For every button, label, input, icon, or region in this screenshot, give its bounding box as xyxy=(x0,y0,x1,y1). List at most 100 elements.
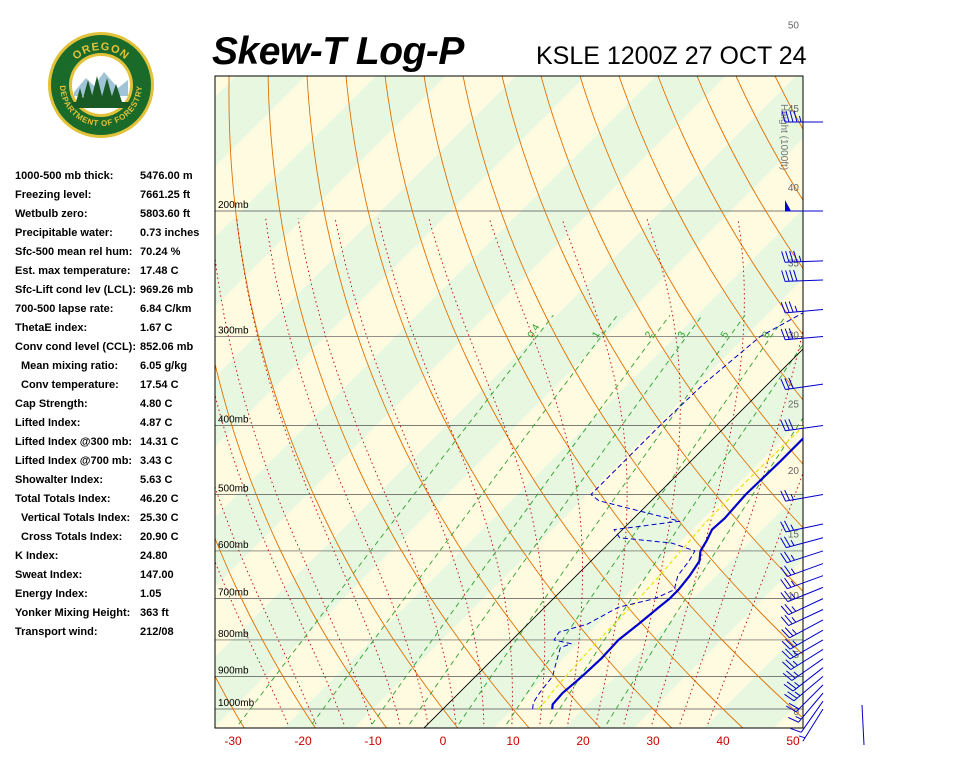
height-tick-label: 35 xyxy=(788,259,800,270)
mixing-ratio-line xyxy=(371,314,671,725)
wind-barb-staff xyxy=(785,494,824,502)
isotherm-band xyxy=(844,76,960,728)
wind-barb-feather xyxy=(788,418,794,430)
isotherm-band xyxy=(634,559,803,728)
wind-barb-feather xyxy=(781,650,791,660)
mixing-ratio-label: 3 xyxy=(676,329,689,340)
dry-adiabat xyxy=(735,76,803,202)
wind-barb-feather xyxy=(789,250,794,263)
wind-barb xyxy=(781,639,824,660)
wind-barb-feather xyxy=(784,301,790,313)
station-time-label: KSLE 1200Z 27 OCT 24 xyxy=(536,42,807,70)
wind-barb-pennant xyxy=(785,200,791,211)
wind-barb xyxy=(785,684,824,713)
wind-barb-staff xyxy=(798,692,824,723)
index-value: 1.67 C xyxy=(140,322,173,334)
index-value: 363 ft xyxy=(140,607,169,619)
dry-adiabat xyxy=(423,76,803,719)
index-value: 17.48 C xyxy=(140,265,179,277)
logo-seal-icon: OREGON DEPARTMENT OF FORESTRY xyxy=(48,32,154,138)
index-label: Total Totals Index: xyxy=(15,493,111,505)
index-label: Wetbulb zero: xyxy=(15,208,88,220)
index-label: Lifted Index @700 mb: xyxy=(15,455,133,467)
dry-adiabat xyxy=(384,76,744,728)
index-label: Energy Index: xyxy=(15,588,88,600)
moist-adiabat xyxy=(679,328,803,725)
dry-adiabat xyxy=(540,76,803,529)
wind-barb-staff xyxy=(788,598,824,616)
pressure-label: 300mb xyxy=(218,326,249,337)
wind-barb-feather xyxy=(780,552,788,563)
wind-barb-feather xyxy=(782,672,793,681)
wind-barb-feather xyxy=(785,648,794,658)
wind-barb xyxy=(780,598,824,616)
dry-adiabat xyxy=(579,76,803,465)
height-tick-label: 45 xyxy=(788,104,800,115)
wind-barb-feather xyxy=(784,614,793,625)
wind-barb xyxy=(780,563,824,578)
oregon-forestry-logo: OREGON DEPARTMENT OF FORESTRY xyxy=(46,30,156,140)
wind-barb-feather xyxy=(788,702,800,710)
height-tick-label: 30 xyxy=(788,331,800,342)
wind-barbs xyxy=(780,110,865,746)
wind-barb-feather xyxy=(784,577,792,588)
wind-barb-feather xyxy=(785,705,797,713)
mixing-ratio-line xyxy=(409,314,703,725)
wind-barb-half-feather xyxy=(790,580,796,587)
dry-adiabat xyxy=(58,76,173,728)
wind-barb-staff xyxy=(785,309,824,314)
plot-frame xyxy=(214,75,804,729)
dry-adiabat xyxy=(345,76,672,728)
pressure-label: 600mb xyxy=(218,540,249,551)
wind-barb-half-feather xyxy=(798,735,806,739)
wind-barb xyxy=(782,649,824,671)
dry-adiabat xyxy=(267,76,530,728)
x-tick-label: 0 xyxy=(440,734,447,748)
index-value: 4.87 C xyxy=(140,417,173,429)
wind-barb-feather xyxy=(780,420,786,431)
wind-barb xyxy=(783,667,824,692)
wind-barb-feather xyxy=(780,592,789,602)
moist-adiabat xyxy=(297,218,457,725)
wind-barb-feather xyxy=(781,251,786,263)
wind-barb xyxy=(790,700,824,733)
wind-barb xyxy=(780,536,824,549)
wind-barb-feather xyxy=(789,270,794,282)
wind-barb-half-feather xyxy=(794,691,801,697)
mixing-ratio-label: 5 xyxy=(719,329,732,340)
wind-barb xyxy=(798,708,824,742)
isotherm-band xyxy=(215,139,803,728)
index-value: 0.73 inches xyxy=(140,227,200,239)
height-axis-label: Height (1000ft) xyxy=(778,104,789,170)
wind-barb xyxy=(788,692,824,723)
index-label: Sfc-500 mean rel hum: xyxy=(15,246,133,258)
wind-barb-feather xyxy=(784,603,793,614)
grid-lines xyxy=(58,76,960,728)
wind-barb-feather xyxy=(780,537,787,548)
wind-barb-half-feather xyxy=(794,305,798,312)
wind-barb-staff xyxy=(792,667,824,692)
wind-barb xyxy=(780,609,824,627)
wind-barb-staff xyxy=(785,383,824,390)
parcel-trace xyxy=(537,425,803,710)
index-label: 1000-500 mb thick: xyxy=(15,170,114,182)
wind-barb-half-feather xyxy=(794,681,800,687)
index-value: 4.80 C xyxy=(140,398,173,410)
moist-adiabat xyxy=(623,218,681,725)
isotherm-band xyxy=(704,629,803,728)
wind-barb-feather xyxy=(784,693,795,702)
wind-barb-half-feather xyxy=(792,650,798,656)
wind-barb xyxy=(780,418,824,432)
background-bands xyxy=(215,76,960,728)
index-label: Cap Strength: xyxy=(15,398,88,410)
wind-barb xyxy=(780,586,824,603)
index-value: 6.84 C/km xyxy=(140,303,192,315)
wind-barb-feather xyxy=(780,566,788,577)
wind-barb-staff xyxy=(789,629,824,650)
index-value: 24.80 xyxy=(140,550,168,562)
index-value: 5803.60 ft xyxy=(140,208,191,220)
dry-adiabat xyxy=(814,76,960,728)
dewpoint-trace xyxy=(532,312,803,710)
wind-barb-staff xyxy=(795,684,824,713)
